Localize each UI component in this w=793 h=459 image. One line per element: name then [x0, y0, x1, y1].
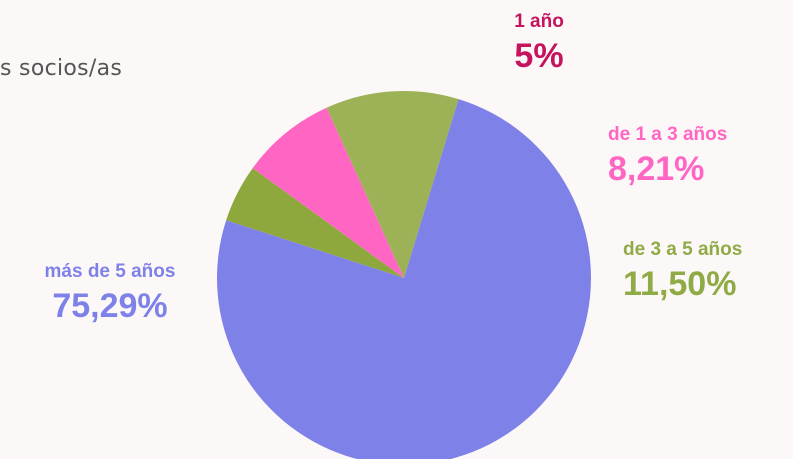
slice-name: más de 5 años: [44, 261, 176, 282]
slice-label-1-ano: 1 año 5%: [509, 12, 569, 73]
slice-label-mas-de-5-anos: más de 5 años 75,29%: [20, 262, 200, 323]
chart-heading: s socios/as: [0, 56, 123, 81]
pie-slice-0: [226, 168, 404, 278]
pie-slice-2: [326, 90, 459, 278]
slice-percent: 11,50%: [623, 265, 737, 303]
slice-label-3-a-5-anos: de 3 a 5 años 11,50%: [623, 240, 742, 301]
slice-label-1-a-3-anos: de 1 a 3 años 8,21%: [608, 125, 727, 186]
slice-percent: 75,29%: [52, 287, 168, 325]
slice-name: 1 año: [514, 11, 564, 32]
slice-name: de 3 a 5 años: [623, 239, 743, 260]
pie-slice-3: [217, 99, 591, 459]
slice-name: de 1 a 3 años: [608, 124, 728, 145]
slice-percent: 8,21%: [608, 150, 705, 188]
pie-slice-1: [252, 107, 404, 278]
slice-percent: 5%: [514, 37, 564, 75]
